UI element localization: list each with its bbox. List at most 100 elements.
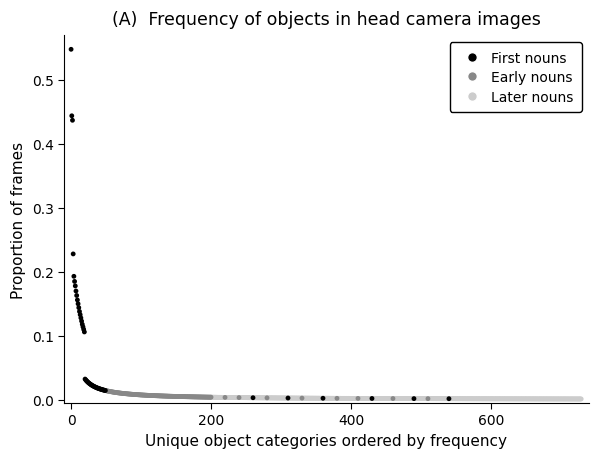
Point [349, 395, 359, 402]
Point [87, 382, 97, 389]
Point [367, 395, 377, 402]
Point [172, 393, 182, 400]
Point [130, 391, 140, 398]
Point [387, 395, 397, 403]
Point [116, 390, 126, 397]
Point [322, 395, 331, 402]
Point [560, 395, 570, 403]
Point [430, 395, 440, 403]
Point [443, 395, 453, 403]
Point [478, 395, 488, 403]
Point [400, 395, 410, 403]
Point [225, 394, 235, 401]
Point [425, 395, 435, 403]
Point [411, 395, 421, 403]
Point [266, 394, 276, 402]
Point [415, 395, 425, 403]
Point [101, 387, 110, 394]
Point [322, 395, 332, 402]
Point [156, 392, 166, 400]
Point [190, 393, 200, 401]
Point [224, 394, 233, 401]
Point [503, 395, 512, 403]
Point [421, 395, 430, 403]
Point [442, 395, 452, 403]
Point [104, 388, 113, 395]
Point [434, 395, 444, 403]
Point [284, 394, 293, 402]
Point [195, 393, 205, 401]
Point [320, 395, 330, 402]
Point [252, 394, 262, 402]
Point [178, 393, 187, 400]
Point [251, 394, 260, 402]
Point [182, 393, 191, 401]
Point [569, 395, 578, 403]
Point [501, 395, 511, 403]
Point [372, 395, 382, 402]
Point [163, 392, 172, 400]
Point [390, 395, 400, 403]
Title: (A)  Frequency of objects in head camera images: (A) Frequency of objects in head camera … [112, 11, 541, 29]
Point [467, 395, 476, 403]
Point [88, 382, 98, 390]
Point [91, 384, 101, 392]
Point [481, 395, 490, 403]
Point [398, 395, 408, 403]
Point [215, 394, 225, 401]
Point [427, 395, 436, 403]
Point [248, 394, 258, 402]
Point [348, 395, 358, 402]
Point [428, 395, 437, 403]
Point [365, 395, 374, 402]
Point [80, 329, 89, 336]
Point [205, 394, 214, 401]
Point [469, 395, 478, 403]
Point [296, 395, 306, 402]
Point [164, 392, 173, 400]
Point [265, 394, 274, 402]
Point [366, 395, 376, 402]
Point [169, 393, 179, 400]
Point [567, 395, 577, 403]
Point [367, 395, 377, 402]
Point [313, 395, 322, 402]
Point [311, 395, 321, 402]
Point [208, 394, 217, 401]
Point [439, 395, 448, 403]
Point [332, 395, 342, 402]
Point [522, 395, 532, 403]
Point [479, 395, 489, 403]
Point [278, 394, 288, 402]
Point [415, 395, 424, 403]
Point [373, 395, 382, 402]
Point [97, 386, 106, 393]
Point [523, 395, 533, 403]
Point [107, 388, 117, 396]
Point [376, 395, 385, 402]
Point [452, 395, 461, 403]
Point [409, 395, 418, 403]
Point [209, 394, 218, 401]
Point [152, 392, 162, 400]
Point [575, 395, 585, 403]
Point [122, 390, 132, 397]
Point [356, 395, 366, 402]
Point [183, 393, 193, 401]
Point [328, 395, 338, 402]
Point [280, 394, 289, 402]
Point [380, 395, 389, 403]
Point [446, 395, 456, 403]
Point [515, 395, 524, 403]
Point [121, 390, 130, 397]
Point [389, 395, 398, 403]
Point [358, 395, 367, 402]
Point [557, 395, 567, 403]
Point [331, 395, 341, 402]
Point [221, 394, 230, 401]
Point [284, 394, 294, 402]
Point [300, 395, 310, 402]
Point [553, 395, 563, 403]
Point [326, 395, 336, 402]
Point [199, 393, 208, 401]
